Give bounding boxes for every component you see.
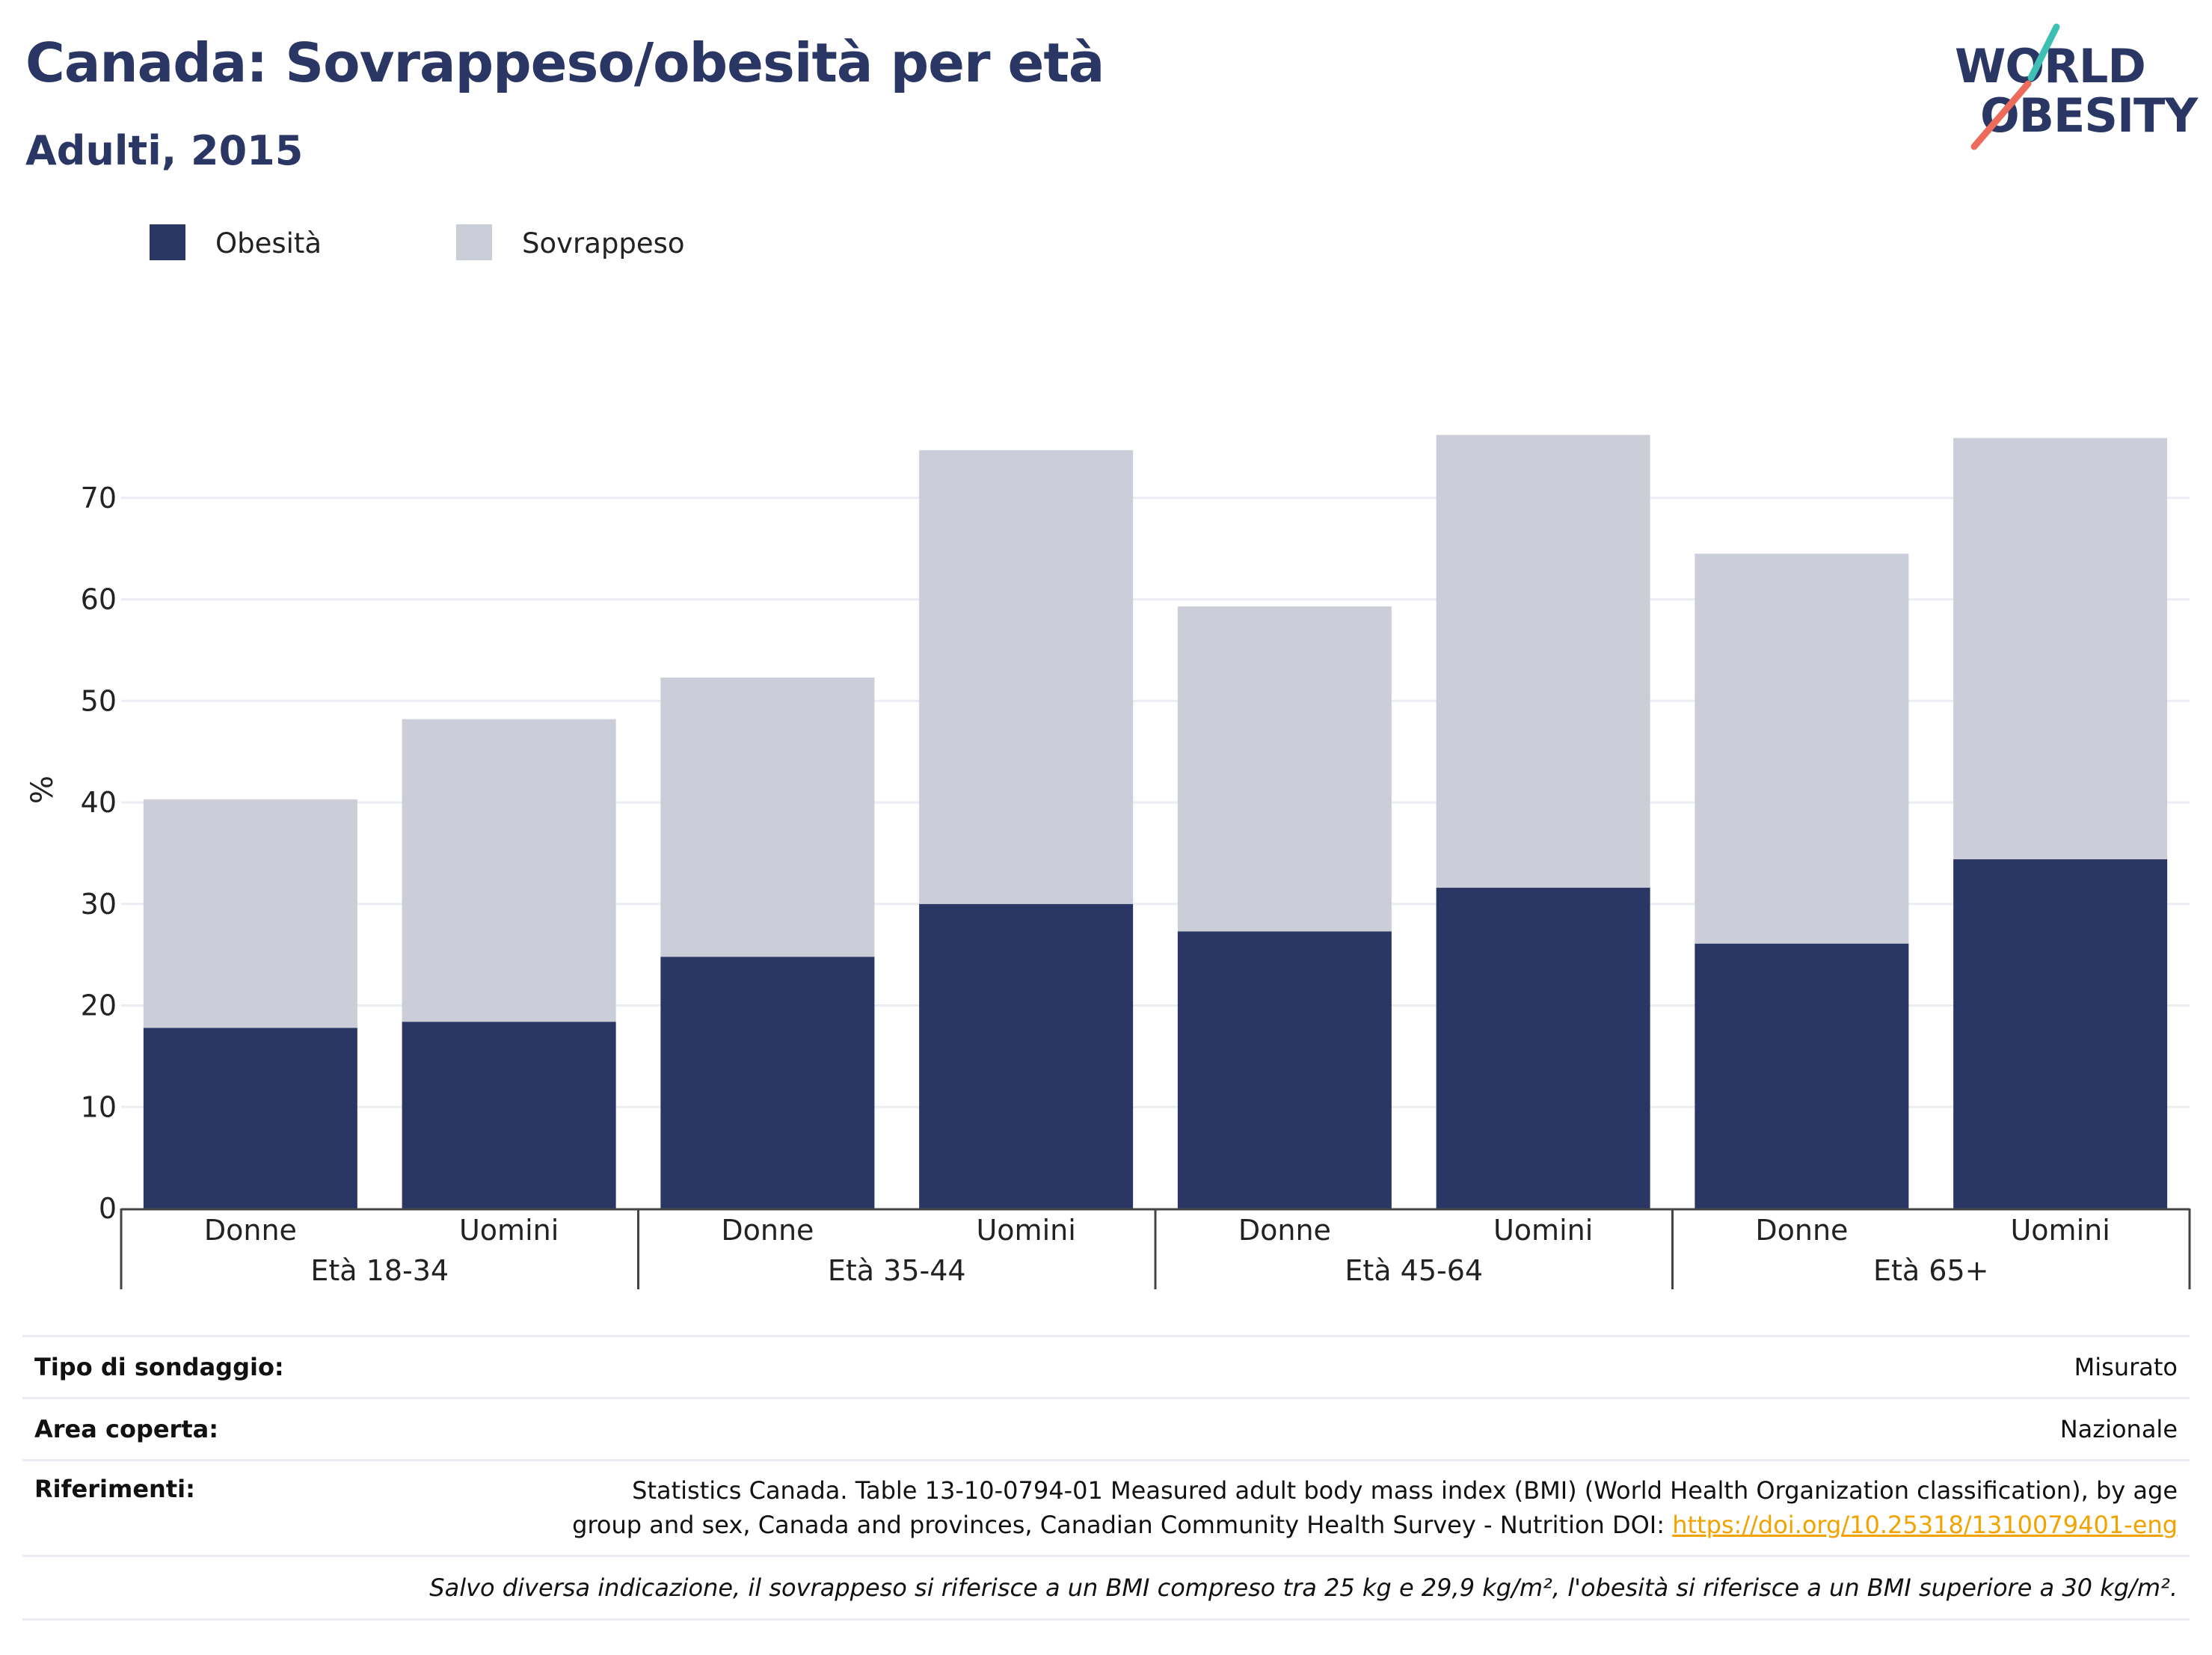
x-category-label: Uomini	[1493, 1214, 1593, 1247]
info-row-survey: Tipo di sondaggio: Misurato	[22, 1335, 2190, 1397]
bar-overweight	[1953, 437, 2168, 860]
x-group-label: Età 45-64	[1345, 1254, 1483, 1287]
bar-overweight	[660, 678, 875, 957]
survey-type-label: Tipo di sondaggio:	[34, 1353, 284, 1381]
bar-obesity	[402, 1022, 616, 1209]
y-tick-label: 10	[81, 1090, 117, 1123]
x-group-label: Età 35-44	[828, 1254, 966, 1287]
legend-swatch-overweight	[456, 224, 492, 260]
x-category-label: Uomini	[2010, 1214, 2110, 1247]
bar-obesity	[1177, 931, 1392, 1209]
survey-type-value: Misurato	[2074, 1353, 2178, 1381]
x-category-label: Donne	[204, 1214, 297, 1247]
page-subtitle: Adulti, 2015	[25, 127, 304, 174]
y-tick-label: 40	[81, 786, 117, 819]
bar-obesity	[143, 1028, 357, 1209]
references-line-2: group and sex, Canada and provinces, Can…	[572, 1511, 1673, 1539]
y-tick-label: 70	[81, 482, 117, 515]
bar-obesity	[660, 957, 875, 1209]
bar-obesity	[919, 903, 1134, 1209]
y-axis-title: %	[25, 776, 60, 804]
references-label: Riferimenti:	[34, 1475, 195, 1503]
references-value: Statistics Canada. Table 13-10-0794-01 M…	[22, 1461, 2190, 1542]
page-title: Canada: Sovrappeso/obesità per età	[25, 31, 1105, 94]
references-doi-link[interactable]: https://doi.org/10.25318/1310079401-eng	[1672, 1511, 2178, 1539]
bar-overweight	[1436, 435, 1650, 888]
legend-label-overweight: Sovrappeso	[522, 227, 685, 260]
bar-obesity	[1953, 859, 2168, 1209]
definition-note: Salvo diversa indicazione, il sovrappeso…	[429, 1573, 2178, 1602]
legend-label-obesity: Obesità	[215, 227, 322, 260]
y-tick-label: 60	[81, 583, 117, 616]
x-category-label: Donne	[1755, 1214, 1848, 1247]
bar-overweight	[402, 719, 616, 1022]
x-category-label: Uomini	[459, 1214, 559, 1247]
x-category-label: Uomini	[976, 1214, 1075, 1247]
y-tick-label: 0	[99, 1192, 117, 1225]
info-row-note: Salvo diversa indicazione, il sovrappeso…	[22, 1555, 2190, 1621]
bar-obesity	[1695, 943, 1909, 1209]
y-tick-label: 30	[81, 888, 117, 921]
bar-overweight	[1695, 553, 1909, 944]
logo-slash-icon	[1970, 23, 2060, 150]
x-group-label: Età 18-34	[310, 1254, 449, 1287]
stacked-bar-chart: 0 10 20 30 40 50 60 70% Donne Uomini Donne Uomini Do…	[25, 435, 2191, 1289]
y-tick-label: 50	[81, 684, 117, 717]
bar-overweight	[919, 449, 1134, 904]
bar-overweight	[143, 799, 357, 1028]
references-line-1: Statistics Canada. Table 13-10-0794-01 M…	[632, 1476, 2178, 1505]
world-obesity-logo: WORLD OBESITY	[1944, 21, 2198, 156]
area-covered-label: Area coperta:	[34, 1415, 219, 1443]
info-row-references: Riferimenti: Statistics Canada. Table 13…	[22, 1459, 2190, 1555]
x-group-label: Età 65+	[1873, 1254, 1988, 1287]
y-tick-label: 20	[81, 989, 117, 1022]
info-row-area: Area coperta: Nazionale	[22, 1397, 2190, 1459]
info-table: Tipo di sondaggio: Misurato Area coperta…	[22, 1335, 2190, 1621]
area-covered-value: Nazionale	[2059, 1415, 2178, 1443]
logo-line-1: WORLD	[1955, 39, 2146, 93]
x-category-label: Donne	[1238, 1214, 1331, 1247]
bar-overweight	[1177, 607, 1392, 932]
bar-obesity	[1436, 888, 1650, 1209]
legend-swatch-obesity	[150, 224, 185, 260]
x-category-label: Donne	[721, 1214, 814, 1247]
